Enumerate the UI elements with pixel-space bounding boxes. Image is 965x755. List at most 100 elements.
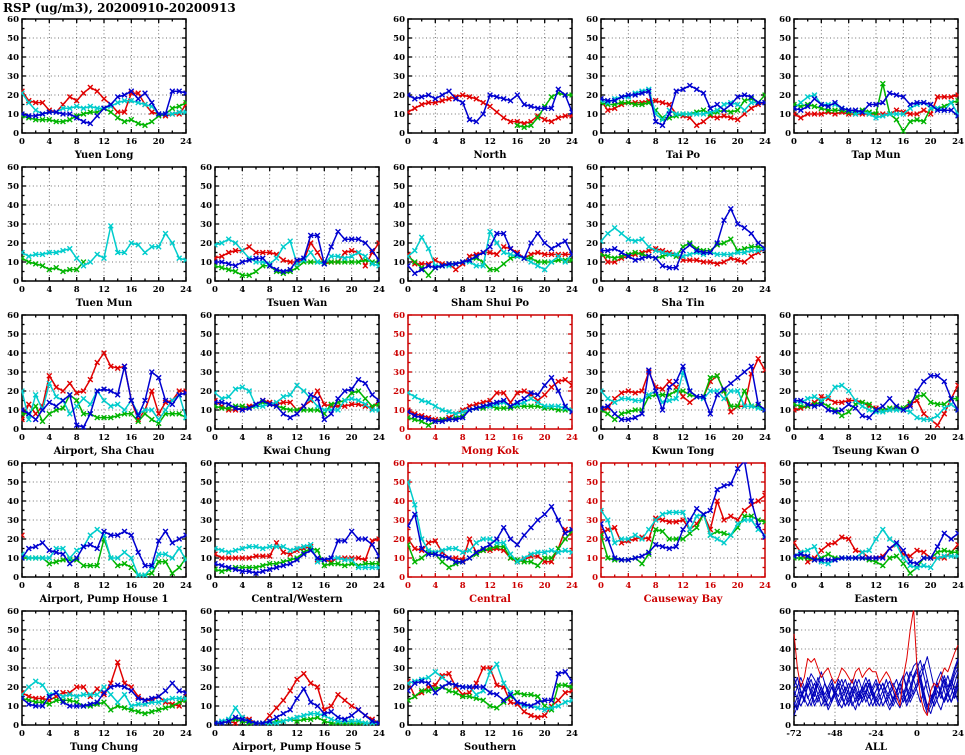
- svg-text:30: 30: [586, 368, 598, 378]
- chart-eastern: 0 4 8 12 16 20 24 0 10 20 30 40 50 60 Eastern: [772, 459, 965, 607]
- chart-title: Airport, Pump House 5: [231, 742, 361, 753]
- svg-text:4: 4: [432, 433, 438, 443]
- svg-text:20: 20: [586, 387, 598, 397]
- svg-text:40: 40: [200, 201, 212, 211]
- svg-text:50: 50: [779, 330, 791, 340]
- svg-text:0: 0: [212, 581, 218, 591]
- chart-title: Causeway Bay: [644, 594, 724, 605]
- svg-text:4: 4: [239, 285, 245, 295]
- svg-text:20: 20: [346, 433, 358, 443]
- svg-text:10: 10: [200, 258, 212, 268]
- chart-title: Airport, Pump House 1: [38, 594, 168, 605]
- svg-text:4: 4: [46, 581, 52, 591]
- svg-text:60: 60: [393, 15, 405, 25]
- svg-text:24: 24: [952, 137, 964, 147]
- chart-title: Mong Kok: [461, 446, 520, 457]
- svg-text:0: 0: [405, 729, 411, 739]
- svg-text:16: 16: [897, 433, 909, 443]
- svg-text:0: 0: [405, 581, 411, 591]
- svg-text:10: 10: [7, 702, 19, 712]
- svg-text:30: 30: [393, 220, 405, 230]
- svg-text:30: 30: [7, 664, 19, 674]
- svg-text:50: 50: [393, 34, 405, 44]
- svg-text:20: 20: [200, 535, 212, 545]
- svg-text:50: 50: [200, 478, 212, 488]
- svg-text:10: 10: [779, 406, 791, 416]
- svg-text:30: 30: [200, 516, 212, 526]
- svg-text:12: 12: [98, 433, 110, 443]
- svg-text:50: 50: [7, 182, 19, 192]
- svg-text:24: 24: [373, 581, 385, 591]
- svg-text:50: 50: [586, 330, 598, 340]
- svg-text:20: 20: [732, 581, 744, 591]
- chart-canvas: 0 4 8 12 16 20 24 0 10 20 30 40 50 60 Kwun Tong: [586, 311, 771, 457]
- svg-text:60: 60: [200, 163, 212, 173]
- svg-text:12: 12: [484, 285, 496, 295]
- svg-text:20: 20: [393, 91, 405, 101]
- svg-text:20: 20: [393, 683, 405, 693]
- chart-canvas: 0 4 8 12 16 20 24 0 10 20 30 40 50 60 Tsuen Wan: [200, 163, 385, 309]
- svg-text:0: 0: [19, 433, 25, 443]
- svg-text:40: 40: [779, 349, 791, 359]
- chart-canvas: 0 4 8 12 16 20 24 0 10 20 30 40 50 60 Central/Western: [200, 459, 385, 605]
- svg-text:30: 30: [393, 516, 405, 526]
- svg-text:0: 0: [19, 137, 25, 147]
- svg-text:30: 30: [7, 220, 19, 230]
- svg-text:4: 4: [625, 581, 631, 591]
- svg-text:4: 4: [432, 581, 438, 591]
- chart-tung-chung: 0 4 8 12 16 20 24 0 10 20 30 40 50 60 Tung Chung: [0, 607, 193, 755]
- svg-text:20: 20: [539, 285, 551, 295]
- svg-text:8: 8: [846, 433, 852, 443]
- svg-text:4: 4: [239, 581, 245, 591]
- svg-text:12: 12: [484, 581, 496, 591]
- svg-text:40: 40: [7, 53, 19, 63]
- svg-text:24: 24: [566, 137, 578, 147]
- svg-text:40: 40: [200, 645, 212, 655]
- svg-text:8: 8: [460, 285, 466, 295]
- svg-text:10: 10: [393, 258, 405, 268]
- svg-text:8: 8: [653, 137, 659, 147]
- svg-text:0: 0: [19, 729, 25, 739]
- svg-text:0: 0: [399, 573, 405, 583]
- svg-text:20: 20: [153, 581, 165, 591]
- svg-text:4: 4: [625, 285, 631, 295]
- svg-text:8: 8: [74, 285, 80, 295]
- svg-text:10: 10: [779, 110, 791, 120]
- svg-text:8: 8: [460, 137, 466, 147]
- svg-text:60: 60: [586, 459, 598, 469]
- svg-text:20: 20: [732, 285, 744, 295]
- svg-text:60: 60: [779, 15, 791, 25]
- svg-text:0: 0: [791, 137, 797, 147]
- svg-text:40: 40: [7, 497, 19, 507]
- svg-text:24: 24: [952, 581, 964, 591]
- svg-text:50: 50: [200, 626, 212, 636]
- svg-text:10: 10: [779, 702, 791, 712]
- svg-text:20: 20: [7, 91, 19, 101]
- svg-text:0: 0: [13, 425, 19, 435]
- svg-text:50: 50: [779, 478, 791, 488]
- svg-text:12: 12: [484, 433, 496, 443]
- svg-text:30: 30: [779, 72, 791, 82]
- chart-title: Central: [469, 594, 511, 605]
- svg-text:0: 0: [405, 285, 411, 295]
- svg-text:8: 8: [460, 433, 466, 443]
- svg-text:60: 60: [779, 607, 791, 617]
- svg-text:16: 16: [125, 581, 137, 591]
- chart-title: Southern: [464, 742, 517, 753]
- svg-text:24: 24: [180, 285, 192, 295]
- svg-text:24: 24: [566, 285, 578, 295]
- svg-text:0: 0: [598, 433, 604, 443]
- svg-text:16: 16: [511, 433, 523, 443]
- svg-text:50: 50: [586, 478, 598, 488]
- page-title: RSP (ug/m3), 20200910-20200913: [3, 1, 236, 15]
- svg-text:20: 20: [925, 581, 937, 591]
- svg-text:4: 4: [818, 137, 824, 147]
- svg-text:50: 50: [779, 34, 791, 44]
- svg-text:30: 30: [200, 220, 212, 230]
- svg-text:50: 50: [7, 626, 19, 636]
- svg-text:20: 20: [153, 729, 165, 739]
- svg-text:50: 50: [393, 478, 405, 488]
- svg-text:0: 0: [592, 277, 598, 287]
- svg-text:60: 60: [200, 459, 212, 469]
- svg-text:8: 8: [653, 433, 659, 443]
